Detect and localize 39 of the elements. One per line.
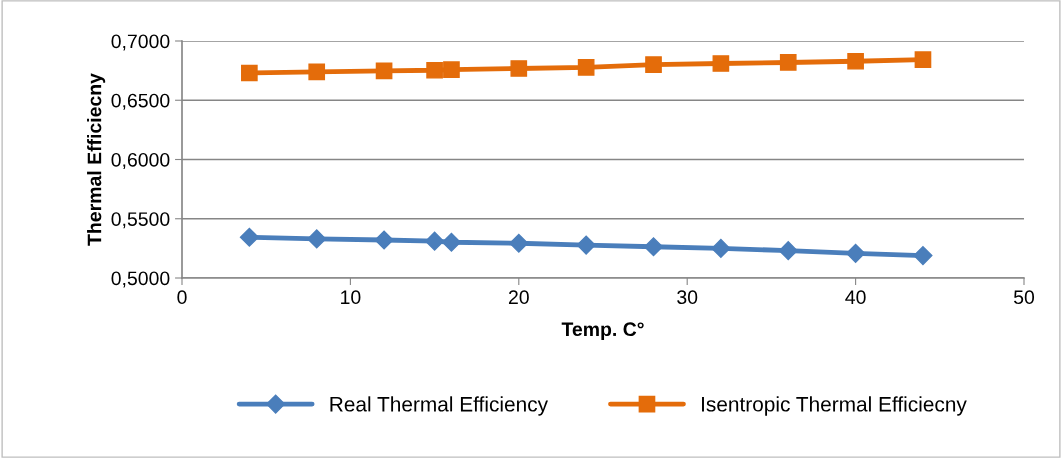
x-axis-title: Temp. C° [561, 322, 644, 340]
y-tick-label: 0,6000 [111, 152, 170, 170]
y-tick-label: 0,6500 [111, 93, 170, 110]
point [913, 246, 933, 266]
point [577, 59, 595, 76]
point [576, 235, 596, 255]
point [241, 64, 258, 82]
legend-label: Isentropic Thermal Efficiecny [702, 396, 967, 416]
point [426, 61, 443, 79]
point [712, 55, 730, 72]
point [441, 232, 461, 252]
point [711, 238, 731, 258]
point [645, 56, 662, 73]
point [846, 243, 866, 263]
point [375, 62, 393, 80]
y-tick-label: 0,7000 [111, 34, 170, 51]
point [847, 52, 864, 70]
point [239, 227, 259, 247]
x-tick-label: 40 [845, 290, 866, 305]
x-tick-label: 10 [341, 290, 361, 305]
point [307, 229, 327, 249]
point [914, 51, 932, 68]
x-tick-label: 0 [177, 290, 187, 305]
point [779, 54, 797, 71]
y-axis-title: Thermal Efficiecny [87, 73, 106, 246]
point [374, 230, 394, 250]
legend-label: Real Thermal Efficiency [330, 396, 548, 416]
y-tick-label: 0,5500 [111, 212, 170, 229]
point [308, 63, 326, 81]
point [510, 60, 528, 77]
point [509, 233, 529, 253]
x-tick-label: 30 [677, 290, 698, 305]
y-tick-label: 0,5000 [111, 271, 170, 288]
x-tick-label: 20 [508, 290, 529, 305]
point [425, 231, 445, 251]
x-tick-label: 50 [1013, 290, 1035, 305]
point [778, 241, 798, 261]
point [443, 61, 460, 79]
point [643, 237, 664, 257]
